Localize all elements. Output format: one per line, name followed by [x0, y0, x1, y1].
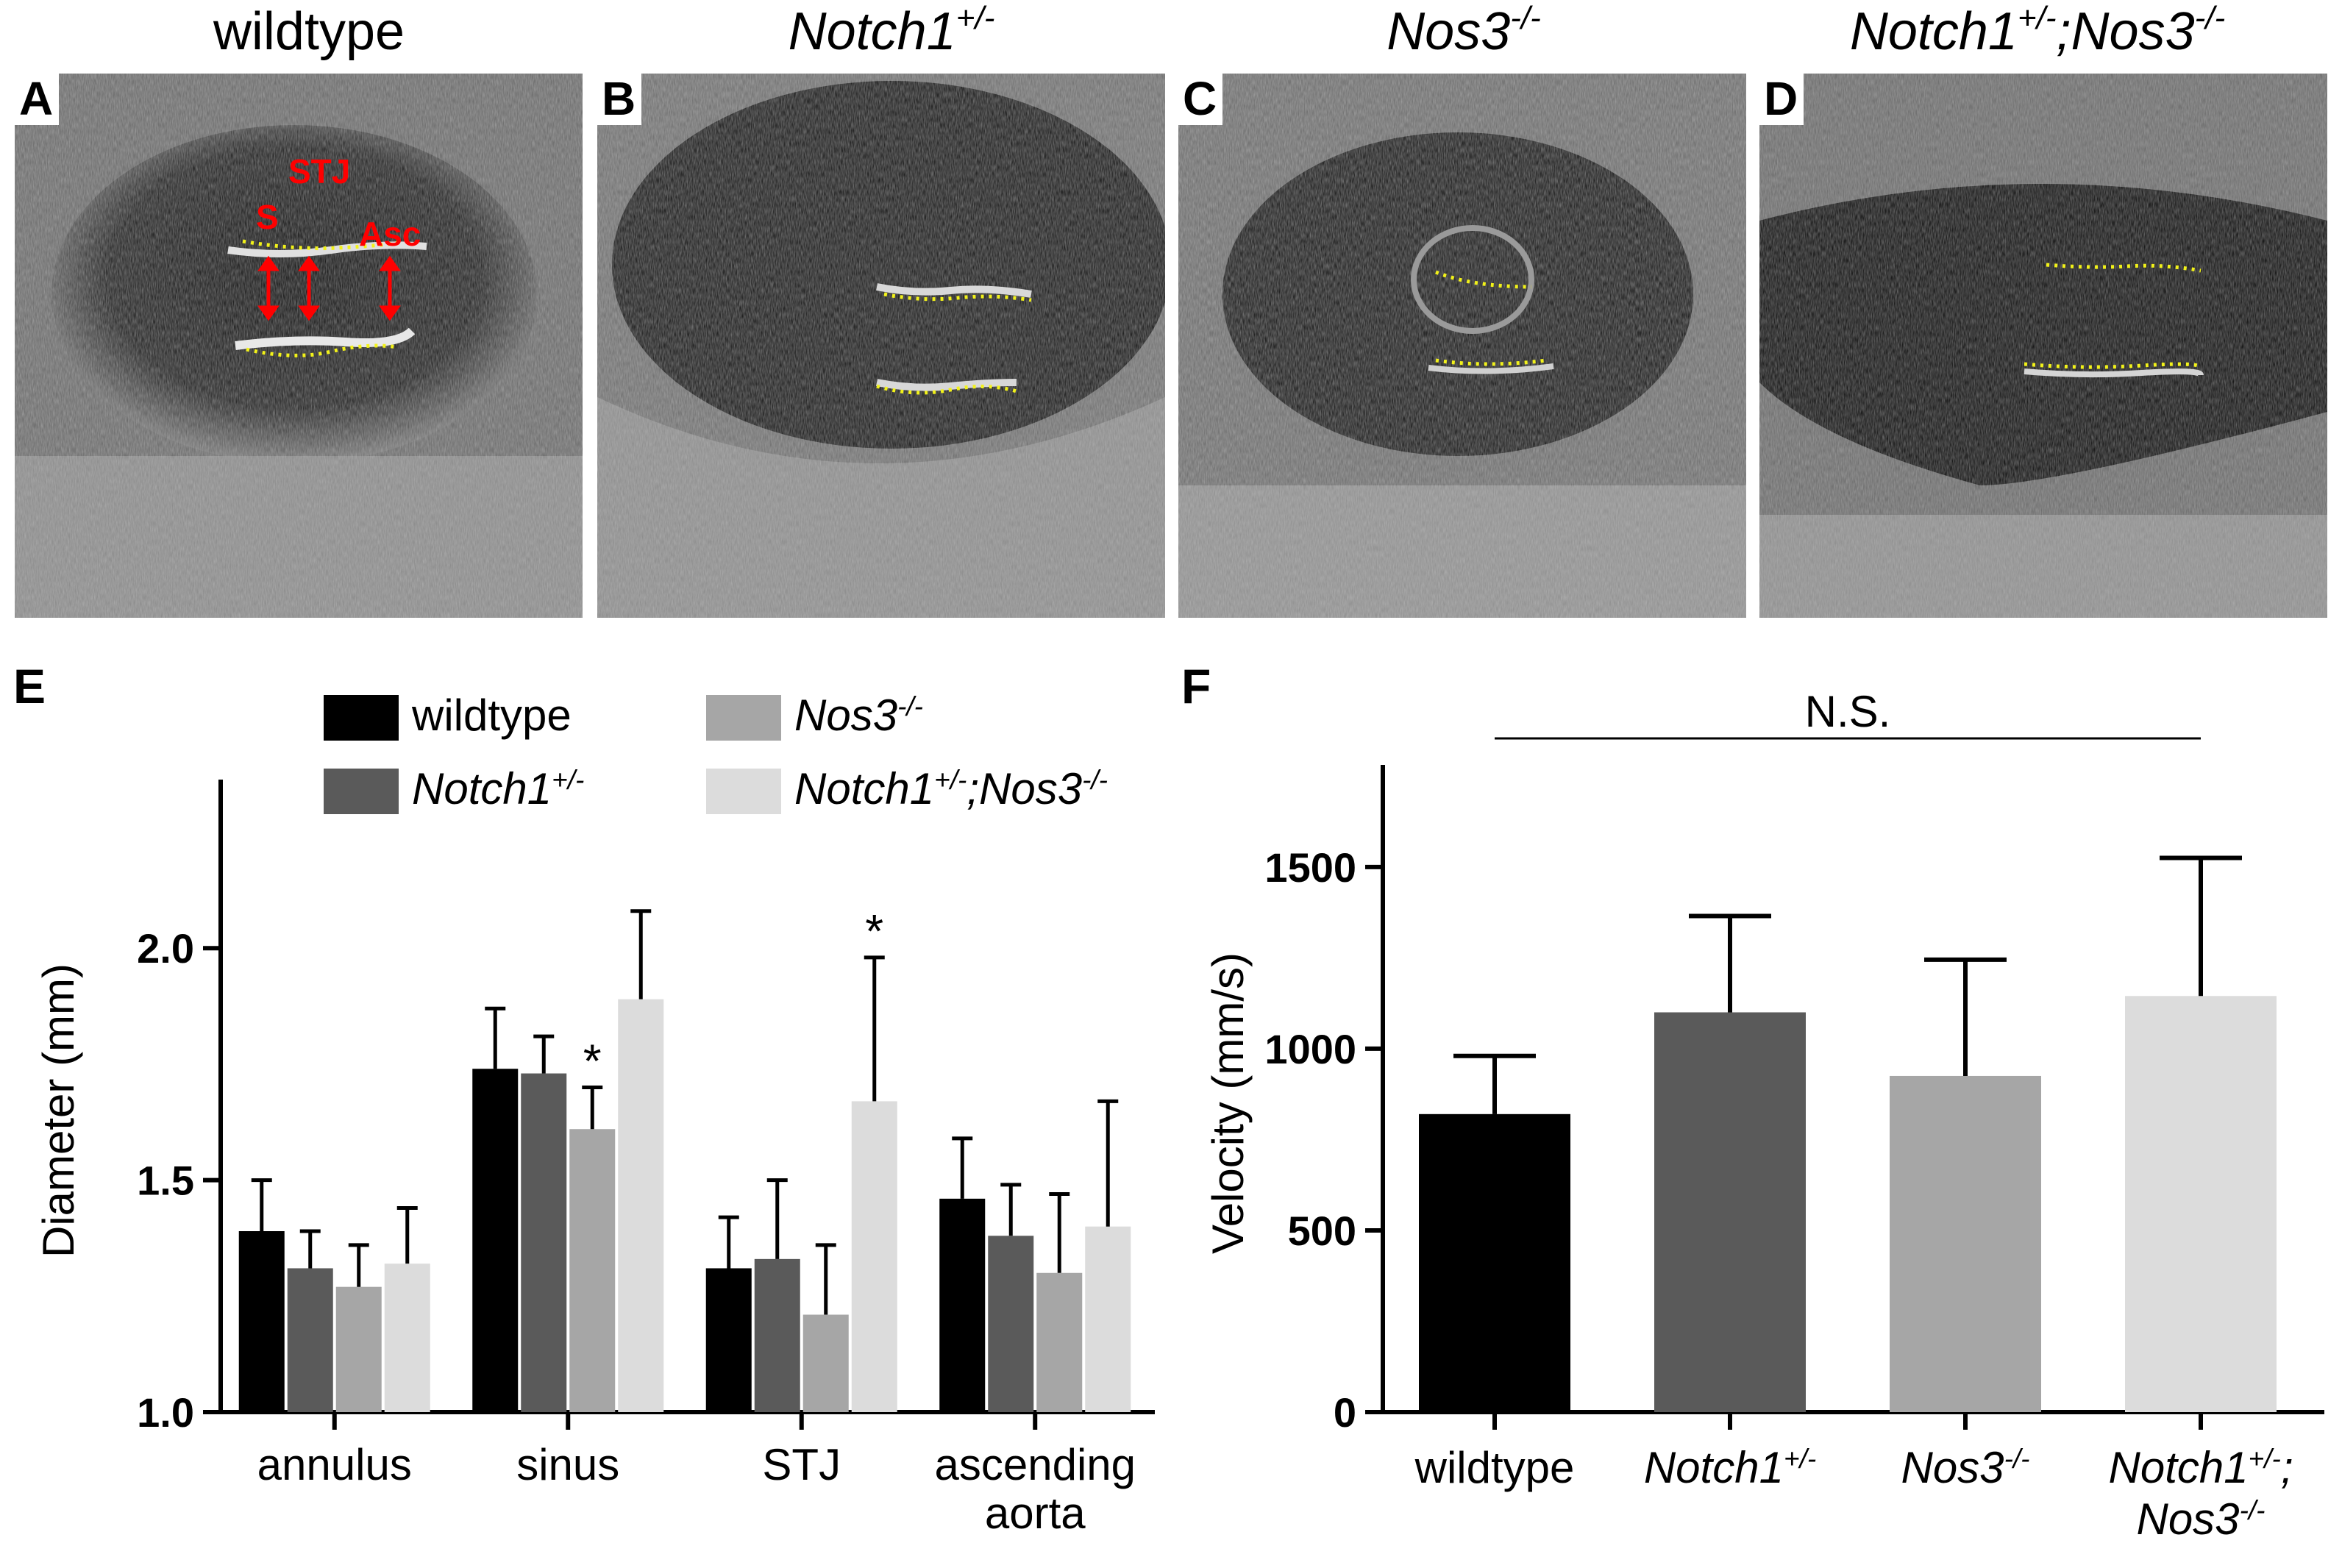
y-tick-label-2: 1000 — [1264, 1026, 1356, 1072]
y-axis-label: Velocity (mm/s) — [1203, 952, 1253, 1254]
ultrasound-image-b — [597, 74, 1165, 618]
x-tick-label-3-0: ascending — [934, 1440, 1136, 1489]
ultrasound-image-c — [1178, 74, 1746, 618]
bar-2-3 — [851, 1101, 897, 1412]
bar-0-1 — [287, 1268, 333, 1412]
bar-3-2 — [1036, 1272, 1083, 1412]
panel-d-title: Notch1+/-;Nos3-/- — [1751, 0, 2324, 63]
bar-1-0 — [472, 1069, 519, 1412]
panel-label-d: D — [1759, 74, 1804, 125]
panel-label-c: C — [1178, 74, 1223, 125]
legend-label-2: Nos3-/- — [794, 691, 923, 740]
panel-label-b: B — [597, 74, 642, 125]
bar-2-2 — [802, 1314, 849, 1412]
bar-3-1 — [988, 1236, 1034, 1412]
panel-c-title-text: Nos3 — [1387, 2, 1511, 61]
y-tick-label-0: 1.0 — [137, 1389, 194, 1436]
bar-3 — [2125, 996, 2277, 1412]
panel-label-f: F — [1181, 659, 1211, 713]
panel-b-title-sup: +/- — [955, 0, 995, 36]
significance-star-0: * — [583, 1034, 602, 1087]
bar-0-2 — [335, 1286, 382, 1412]
ultrasound-image-d — [1759, 74, 2327, 618]
x-tick-label-2: Nos3-/- — [1901, 1443, 2029, 1492]
x-tick-label-1: Notch1+/- — [1644, 1443, 1816, 1492]
panel-d-title-tail-sup: -/- — [2194, 0, 2226, 36]
annotation-stj: STJ — [288, 152, 351, 190]
x-tick-label-1-0: sinus — [516, 1440, 619, 1489]
panel-a-title: wildtype — [22, 0, 596, 63]
x-tick-label-2-0: STJ — [762, 1440, 841, 1489]
bar-3-3 — [1085, 1226, 1131, 1412]
y-tick-label-1: 1.5 — [137, 1158, 194, 1204]
chart-f-velocity: 0 500 1000 1500 Velocity (mm/s) wildtype Notch… — [1203, 687, 2324, 1544]
ultrasound-image-a — [15, 74, 583, 618]
panel-d-title-text: Notch1 — [1849, 2, 2018, 61]
bar-0 — [1419, 1113, 1570, 1412]
legend-swatch-0 — [324, 695, 399, 741]
y-axis-label: Diameter (mm) — [34, 963, 83, 1258]
panel-c-title: Nos3-/- — [1177, 0, 1751, 63]
bar-2 — [1890, 1075, 2041, 1412]
legend-label-3: Notch1+/-;Nos3-/- — [794, 764, 1108, 813]
bar-2-0 — [705, 1268, 752, 1412]
panel-label-a: A — [15, 74, 60, 125]
panel-label-e: E — [13, 659, 46, 713]
panel-a-title-text: wildtype — [213, 2, 405, 61]
legend-label-0: wildtype — [411, 691, 572, 740]
bar-1-1 — [521, 1073, 567, 1412]
panel-b-title-text: Notch1 — [788, 2, 956, 61]
legend-swatch-1 — [324, 769, 399, 814]
bar-3-0 — [939, 1198, 986, 1412]
significance-star-1: * — [865, 905, 883, 958]
bar-2-1 — [754, 1258, 800, 1412]
legend-label-1: Notch1+/- — [412, 764, 584, 813]
y-tick-label-1: 500 — [1288, 1208, 1356, 1254]
legend-swatch-2 — [706, 695, 781, 741]
x-tick-label-3-b: Nos3-/- — [2136, 1494, 2265, 1544]
bar-1-2 — [569, 1129, 616, 1412]
y-tick-label-3: 1500 — [1264, 844, 1356, 891]
bar-0-3 — [384, 1264, 430, 1412]
x-tick-label-0-0: annulus — [257, 1440, 412, 1489]
annotation-asc: Asc — [359, 215, 421, 253]
panel-b-title: Notch1+/- — [605, 0, 1178, 63]
x-tick-label-3-1: aorta — [985, 1489, 1086, 1538]
chart-e-diameter: wildtype Notch1+/- Nos3-/- Notch1+/-;Nos3-/… — [34, 691, 1155, 1538]
ns-bracket-label: N.S. — [1805, 687, 1891, 736]
x-tick-label-3-a: Notch1+/-; — [2109, 1443, 2293, 1492]
bar-1-3 — [618, 999, 664, 1412]
panel-d-title-sup: +/- — [2017, 0, 2057, 36]
panel-d-title-tail: ;Nos3 — [2056, 2, 2195, 61]
bar-0-0 — [238, 1231, 285, 1412]
annotation-s: S — [256, 198, 279, 236]
bar-1 — [1654, 1012, 1806, 1412]
x-tick-label-0: wildtype — [1414, 1443, 1575, 1492]
y-tick-label-0: 0 — [1334, 1389, 1356, 1436]
panel-c-title-sup: -/- — [1510, 0, 1541, 36]
y-tick-label-2: 2.0 — [137, 925, 194, 972]
legend-swatch-3 — [706, 769, 781, 814]
